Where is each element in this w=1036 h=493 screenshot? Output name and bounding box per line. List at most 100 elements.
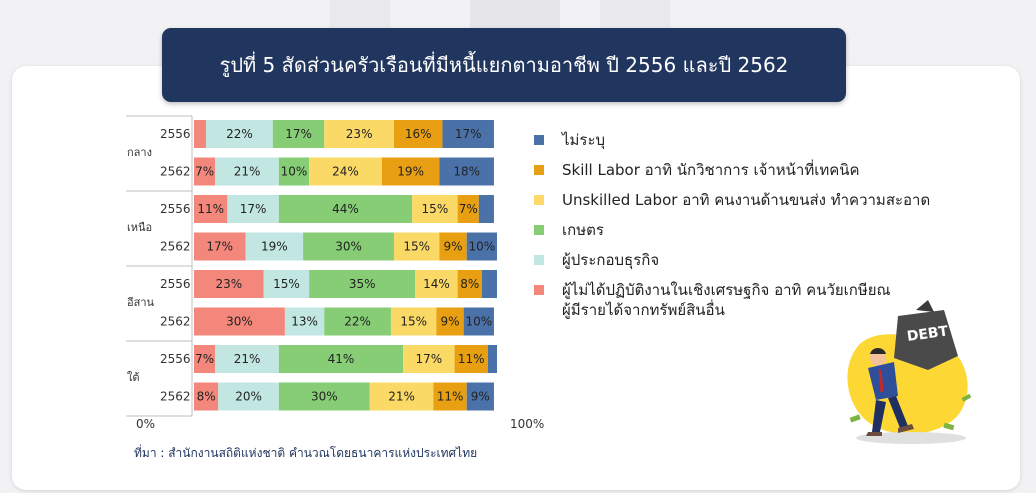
bar-segment: [215, 345, 279, 373]
bar-segment: [194, 382, 219, 411]
bar-segment: [284, 307, 325, 336]
bag-text: DEBT: [906, 323, 950, 345]
data-label: 19%: [397, 165, 424, 179]
data-label: 30%: [311, 390, 338, 404]
bar-segment: [194, 307, 285, 336]
bar-segment: [309, 270, 416, 298]
data-label: 15%: [422, 202, 449, 216]
bar-segment: [369, 382, 434, 411]
data-label: 11%: [437, 390, 464, 404]
data-label: 17%: [206, 240, 233, 254]
bar-segment: [245, 232, 304, 261]
bar-segment: [272, 120, 325, 148]
data-label: 17%: [455, 127, 482, 141]
bar-segment: [442, 120, 494, 148]
legend-item-skill-labor: Skill Labor อาทิ นักวิชาการ เจ้าหน้าที่เ…: [534, 160, 964, 190]
legend-item-not-working: ผู้ไม่ได้ปฏิบัติงานในเชิงเศรษฐกิจ อาทิ ค…: [534, 280, 964, 330]
legend-swatch: [534, 285, 544, 295]
legend-item-agriculture: เกษตร: [534, 220, 964, 250]
year-tick-label: 2562: [160, 165, 191, 179]
data-label: 14%: [423, 277, 450, 291]
year-tick-label: 2562: [160, 390, 191, 404]
debt-man-illustration: DEBT: [847, 300, 972, 444]
legend-label: เกษตร: [562, 221, 604, 239]
data-label: 30%: [226, 315, 253, 329]
data-label: 35%: [349, 277, 376, 291]
data-label: 8%: [460, 277, 479, 291]
data-label: 10%: [281, 165, 308, 179]
data-label: 18%: [453, 165, 480, 179]
bar-segment: [439, 157, 494, 186]
data-label: 15%: [400, 315, 427, 329]
bar-segment: [194, 270, 264, 298]
legend-swatch: [534, 255, 544, 265]
group-label: อีสาน: [127, 296, 155, 309]
bar-segment: [303, 232, 394, 261]
bar-segment: [415, 270, 458, 298]
bar-segment: [412, 195, 458, 223]
data-label: 17%: [285, 127, 312, 141]
bar-segment: [457, 270, 482, 298]
data-label: 9%: [441, 315, 460, 329]
chart-title: รูปที่ 5 สัดส่วนครัวเรือนที่มีหนี้แยกตาม…: [219, 53, 789, 77]
bar-segment: [263, 270, 310, 298]
bar-segment: [454, 345, 488, 373]
bar-segment: [466, 382, 494, 411]
bar-segment: [278, 195, 413, 223]
legend-item-unspecified: ไม่ระบุ: [534, 130, 964, 160]
data-label: 23%: [346, 127, 373, 141]
bar-segment: [393, 232, 440, 261]
data-label: 16%: [405, 127, 432, 141]
bar-segment: [390, 307, 437, 336]
legend-item-business-owner: ผู้ประกอบธุรกิจ: [534, 250, 964, 280]
data-label: 11%: [197, 202, 224, 216]
bar-segment: [194, 195, 228, 223]
bar-segment: [439, 232, 467, 261]
chart-legend: ไม่ระบุ Skill Labor อาทิ นักวิชาการ เจ้า…: [534, 130, 964, 330]
bar-segment: [278, 157, 310, 186]
bar-segment: [393, 120, 443, 148]
bar-segment: [194, 120, 207, 148]
data-label: 7%: [195, 352, 214, 366]
data-label: 15%: [273, 277, 300, 291]
bar-segment: [381, 157, 440, 186]
data-label: 17%: [240, 202, 267, 216]
legend-label: Unskilled Labor อาทิ คนงานด้านขนส่ง ทำคว…: [562, 191, 931, 209]
data-label: 13%: [291, 315, 318, 329]
bar-segment: [194, 157, 216, 186]
legend-swatch: [534, 135, 544, 145]
x-tick-label: 0%: [136, 417, 155, 431]
bar-segment: [215, 157, 279, 186]
data-label: 21%: [234, 165, 261, 179]
data-label: 11%: [458, 352, 485, 366]
data-label: 7%: [459, 202, 478, 216]
data-label: 9%: [444, 240, 463, 254]
bar-segment: [227, 195, 279, 223]
bar-segment: [194, 232, 246, 261]
group-label: กลาง: [127, 146, 152, 159]
legend-label-line2: ผู้มีรายได้จากทรัพย์สินอื่น: [562, 301, 725, 319]
data-label: 7%: [195, 165, 214, 179]
data-label: 10%: [469, 240, 496, 254]
legend-swatch: [534, 225, 544, 235]
data-label: 20%: [235, 390, 262, 404]
bar-segment: [194, 345, 216, 373]
bar-segment: [278, 345, 404, 373]
bar-segment: [278, 382, 370, 411]
group-label: เหนือ: [127, 221, 152, 234]
data-label: 19%: [261, 240, 288, 254]
year-tick-label: 2556: [160, 277, 191, 291]
data-label: 9%: [471, 390, 490, 404]
legend-swatch: [534, 165, 544, 175]
year-tick-label: 2562: [160, 240, 191, 254]
data-label: 30%: [335, 240, 362, 254]
legend-swatch: [534, 195, 544, 205]
data-label: 24%: [332, 165, 359, 179]
data-label: 22%: [344, 315, 371, 329]
year-tick-label: 2556: [160, 202, 191, 216]
x-tick-label: 100%: [510, 417, 544, 431]
bar-segment: [218, 382, 279, 411]
bar-segment: [481, 270, 497, 298]
year-tick-label: 2562: [160, 315, 191, 329]
